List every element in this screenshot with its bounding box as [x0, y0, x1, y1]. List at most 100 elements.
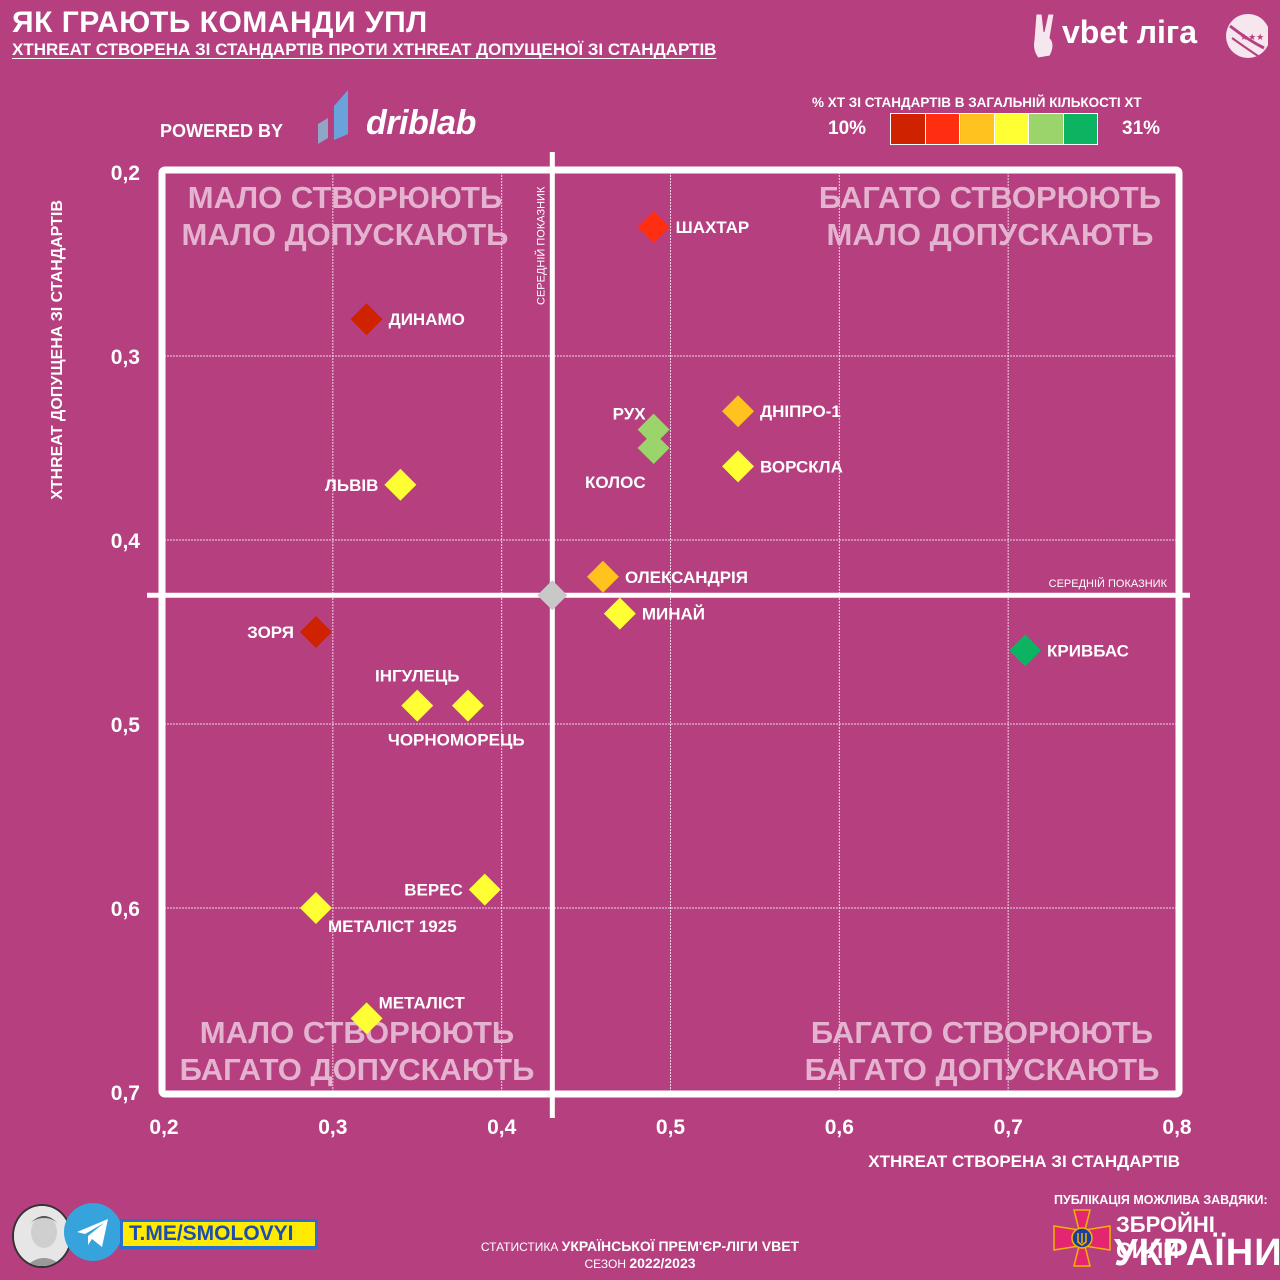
legend-title: % XT ЗІ СТАНДАРТІВ В ЗАГАЛЬНІЙ КІЛЬКОСТІ…	[812, 95, 1142, 110]
vbet-liga-logo-text: vbet ліга	[1062, 14, 1198, 50]
data-point: ЛЬВІВ	[325, 468, 417, 501]
data-point: РУХ	[613, 405, 670, 446]
point-marker	[451, 689, 484, 722]
telegram-link[interactable]: T.ME/SMOLOVYI	[120, 1219, 318, 1249]
data-point: МЕТАЛІСТ	[350, 993, 466, 1035]
point-marker	[603, 597, 636, 630]
y-tick-label: 0,6	[111, 898, 140, 921]
point-label: ІНГУЛЕЦЬ	[375, 667, 459, 686]
quadrant-label-bottom-right: БАГАТО СТВОРЮЮТЬ	[811, 1015, 1153, 1050]
data-point: ЗОРЯ	[247, 616, 332, 648]
x-tick-label: 0,5	[656, 1116, 686, 1139]
point-label: ДНІПРО-1	[760, 402, 841, 421]
legend-swatch	[925, 114, 960, 144]
point-label: ШАХТАР	[676, 218, 750, 237]
point-label: МЕТАЛІСТ	[379, 993, 466, 1012]
x-tick-label: 0,8	[1162, 1116, 1192, 1139]
point-marker	[637, 432, 670, 464]
average-marker	[537, 580, 568, 611]
author-avatar	[12, 1204, 72, 1268]
point-marker	[401, 689, 434, 722]
point-marker	[1009, 634, 1042, 667]
data-point: ІНГУЛЕЦЬ	[375, 667, 459, 722]
y-tick-label: 0,5	[111, 714, 141, 737]
data-point: ДНІПРО-1	[722, 395, 841, 428]
point-marker	[350, 303, 383, 336]
data-point: МЕТАЛІСТ 1925	[299, 892, 457, 936]
data-point: ОЛЕКСАНДРІЯ	[586, 560, 748, 593]
quadrant-label-top-right: БАГАТО СТВОРЮЮТЬ	[819, 180, 1161, 215]
legend-max-label: 31%	[1122, 118, 1161, 139]
x-tick-label: 0,2	[149, 1116, 178, 1139]
zsu-cross-icon	[1053, 1209, 1111, 1267]
publication-label: ПУБЛІКАЦІЯ МОЖЛИВА ЗАВДЯКИ:	[1054, 1193, 1268, 1207]
season-prefix: СЕЗОН	[584, 1257, 626, 1271]
x-tick-label: 0,3	[318, 1116, 347, 1139]
page-title: ЯК ГРАЮТЬ КОМАНДИ УПЛ	[12, 6, 428, 39]
x-tick-label: 0,6	[825, 1116, 854, 1139]
point-marker	[637, 211, 670, 244]
zsu-name-line2: УКРАЇНИ	[1114, 1232, 1280, 1274]
point-label: МИНАЙ	[642, 605, 705, 624]
point-label: РУХ	[613, 405, 647, 424]
footer-season: СЕЗОН 2022/2023	[0, 1255, 1280, 1271]
driblab-logo-text: driblab	[366, 104, 476, 142]
point-marker	[722, 450, 755, 483]
data-point: ВОРСКЛА	[722, 450, 843, 483]
data-point: КРИВБАС	[1009, 634, 1129, 667]
data-point: КОЛОС	[585, 432, 670, 492]
point-label: ЗОРЯ	[247, 623, 294, 642]
point-label: МЕТАЛІСТ 1925	[328, 917, 457, 936]
stats-league: УКРАЇНСЬКОЇ ПРЕМ'ЄР-ЛІГИ VBET	[561, 1238, 800, 1254]
data-point: ЧОРНОМОРЕЦЬ	[388, 689, 525, 750]
average-lines: СЕРЕДНІЙ ПОКАЗНИК СЕРЕДНІЙ ПОКАЗНИК	[147, 152, 1190, 1118]
page-subtitle: XTHREAT СТВОРЕНА ЗІ СТАНДАРТІВ ПРОТИ XTH…	[12, 40, 717, 59]
average-label-vertical: СЕРЕДНІЙ ПОКАЗНИК	[534, 186, 547, 305]
legend-color-scale	[890, 113, 1098, 145]
point-label: ЛЬВІВ	[325, 476, 378, 495]
data-point: ШАХТАР	[637, 211, 750, 244]
legend-swatch	[891, 114, 926, 144]
stats-prefix: СТАТИСТИКА	[480, 1240, 559, 1254]
y-tick-label: 0,2	[111, 162, 140, 185]
driblab-logo-icon	[318, 90, 348, 144]
powered-by-label: POWERED BY	[160, 121, 284, 141]
footer-stats: СТАТИСТИКА УКРАЇНСЬКОЇ ПРЕМ'ЄР-ЛІГИ VBET	[0, 1238, 1280, 1254]
point-marker	[586, 560, 619, 593]
season-value: 2022/2023	[629, 1255, 696, 1271]
point-marker	[637, 413, 670, 446]
data-point: ДИНАМО	[350, 303, 465, 336]
y-tick-label: 0,3	[111, 346, 140, 369]
zsu-name-line1: ЗБРОЙНІ СИЛИ	[1116, 1212, 1215, 1263]
point-label: КОЛОС	[585, 473, 646, 492]
point-marker	[299, 616, 332, 648]
data-points: ШАХТАР ДИНАМО ДНІПРО-1 РУХ КОЛОС ВОРСКЛА ЛЬВІВ…	[247, 211, 1129, 1035]
point-marker	[350, 1002, 383, 1035]
quadrant-label-bottom-left: БАГАТО ДОПУСКАЮТЬ	[180, 1052, 535, 1087]
legend-swatch	[994, 114, 1029, 144]
point-label: ВЕРЕС	[404, 881, 463, 900]
y-tick-label: 0,4	[111, 530, 141, 553]
svg-text:★★★: ★★★	[1240, 33, 1264, 43]
point-marker	[384, 468, 417, 501]
quadrant-label-top-left: МАЛО ДОПУСКАЮТЬ	[182, 217, 509, 252]
telegram-icon[interactable]	[64, 1203, 122, 1261]
legend-swatch	[1029, 114, 1064, 144]
y-tick-label: 0,7	[111, 1082, 140, 1105]
grid-lines	[164, 172, 1177, 1092]
axis-ticks: 0,2 0,3 0,4 0,5 0,6 0,7 0,8 0,2 0,3 0,4 0,5 0,6 0,7	[111, 162, 1192, 1139]
quadrant-label-bottom-right: БАГАТО ДОПУСКАЮТЬ	[805, 1052, 1160, 1087]
data-point: ВЕРЕС	[404, 873, 501, 906]
point-marker	[722, 395, 755, 428]
average-label-horizontal: СЕРЕДНІЙ ПОКАЗНИК	[1049, 577, 1168, 590]
point-label: ОЛЕКСАНДРІЯ	[625, 568, 748, 587]
legend-swatch	[1063, 114, 1097, 144]
plot-border	[158, 166, 1183, 1098]
point-label: ЧОРНОМОРЕЦЬ	[388, 731, 525, 750]
data-point: МИНАЙ	[603, 597, 705, 630]
point-label: КРИВБАС	[1047, 641, 1129, 660]
legend-min-label: 10%	[828, 118, 867, 139]
legend-swatch	[960, 114, 995, 144]
